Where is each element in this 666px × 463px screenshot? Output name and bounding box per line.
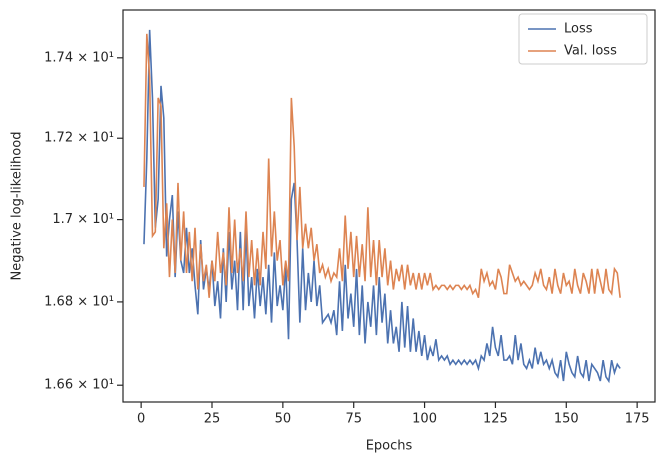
y-axis-label: Negative log-likelihood	[10, 132, 25, 281]
y-tick-label: 1.68 × 10¹	[44, 294, 114, 309]
y-tick-label: 1.74 × 10¹	[44, 50, 114, 65]
x-tick-label: 150	[554, 412, 579, 427]
x-tick-label: 50	[275, 412, 292, 427]
x-tick-label: 175	[625, 412, 650, 427]
y-tick-label: 1.66 × 10¹	[44, 378, 114, 393]
y-tick-label: 1.7 × 10¹	[52, 212, 114, 227]
legend-label: Loss	[564, 22, 593, 37]
x-tick-label: 0	[137, 412, 145, 427]
y-tick-label: 1.72 × 10¹	[44, 131, 114, 146]
series-line	[143, 29, 621, 384]
legend-label: Val. loss	[564, 44, 617, 59]
series-line	[143, 33, 621, 299]
x-axis-label: Epochs	[366, 439, 413, 454]
x-tick-label: 25	[204, 412, 221, 427]
x-tick-label: 100	[412, 412, 437, 427]
x-tick-label: 125	[483, 412, 508, 427]
x-tick-label: 75	[345, 412, 362, 427]
plot-frame	[122, 9, 656, 403]
